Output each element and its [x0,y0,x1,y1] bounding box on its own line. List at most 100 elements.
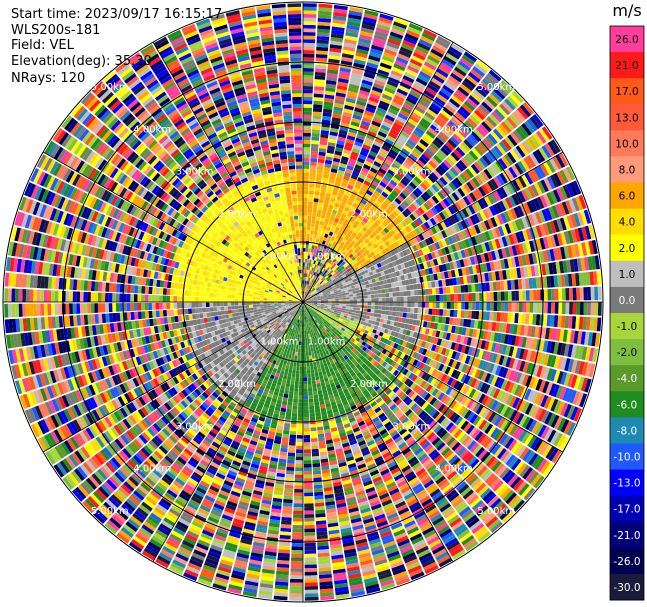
velocity-cell [312,212,317,217]
velocity-cell [399,286,404,292]
velocity-cell [345,297,350,300]
velocity-cell [367,253,373,259]
velocity-cell [441,58,455,69]
velocity-cell [308,395,314,400]
velocity-cell [498,123,510,136]
velocity-cell [481,184,490,195]
velocity-cell [558,302,563,314]
velocity-cell [326,267,330,272]
velocity-cell [463,51,478,63]
velocity-cell [361,257,367,263]
velocity-cell [345,215,352,221]
velocity-cell [324,90,335,96]
velocity-cell [306,230,311,234]
velocity-cell [348,253,354,259]
velocity-cell [493,87,506,100]
velocity-cell [384,240,391,247]
velocity-cell [328,273,333,278]
velocity-cell [348,243,354,249]
velocity-cell [358,154,367,161]
velocity-cell [454,111,466,122]
velocity-cell [365,284,370,289]
velocity-cell [349,80,361,87]
velocity-cell [462,170,472,181]
velocity-cell [353,144,362,151]
velocity-cell [359,150,368,157]
velocity-cell [504,291,509,301]
velocity-cell [367,186,375,193]
velocity-cell [378,238,385,245]
velocity-cell [395,56,409,65]
velocity-cell [402,162,411,170]
velocity-cell [337,274,343,279]
velocity-cell [340,265,345,271]
velocity-cell [352,307,357,311]
velocity-cell [325,215,331,220]
velocity-cell [418,156,428,165]
velocity-cell [448,75,461,86]
velocity-cell [303,417,310,421]
velocity-cell [346,246,351,251]
velocity-cell [342,111,353,118]
velocity-cell [389,128,400,137]
velocity-cell [366,103,377,110]
velocity-cell [330,252,335,257]
velocity-cell [324,241,329,246]
velocity-cell [468,71,481,83]
velocity-cell [345,261,351,266]
velocity-cell [507,291,512,301]
velocity-cell [505,168,515,181]
velocity-cell [314,227,319,232]
velocity-cell [409,58,423,68]
velocity-cell [306,366,311,371]
velocity-cell [343,108,354,114]
velocity-cell [292,532,303,536]
velocity-cell [309,255,313,260]
velocity-cell [341,118,351,125]
velocity-cell [336,266,341,271]
velocity-cell [294,488,303,493]
velocity-cell [313,488,323,493]
velocity-cell [408,61,421,71]
velocity-cell [316,169,324,174]
velocity-cell [387,169,396,177]
velocity-cell [393,234,400,241]
velocity-cell [464,120,476,131]
velocity-cell [304,295,306,299]
velocity-cell [315,64,327,70]
velocity-cell [365,157,375,164]
velocity-cell [410,132,421,142]
velocity-cell [316,249,320,254]
velocity-cell [338,129,348,135]
velocity-cell [324,280,329,284]
velocity-cell [414,302,419,308]
velocity-cell [445,196,454,206]
velocity-cell [399,46,413,55]
velocity-cell [370,290,375,295]
velocity-cell [306,362,310,367]
velocity-cell [597,286,602,301]
velocity-cell [342,221,348,227]
velocity-cell [333,4,348,11]
velocity-cell [475,188,484,199]
velocity-cell [361,226,368,233]
velocity-cell [333,217,340,223]
velocity-cell [431,288,436,295]
velocity-cell [307,373,311,378]
velocity-cell [590,286,595,301]
velocity-cell [423,165,433,174]
velocity-cell [367,130,377,138]
velocity-cell [309,259,312,264]
velocity-cell [384,208,392,215]
velocity-cell [332,187,340,193]
velocity-cell [314,268,318,273]
velocity-cell [315,286,319,290]
velocity-cell [364,214,371,221]
velocity-cell [356,245,362,252]
velocity-cell [504,136,515,149]
velocity-cell [393,21,408,30]
velocity-cell [385,292,390,298]
velocity-cell [455,63,469,74]
velocity-cell [370,224,377,231]
velocity-cell [345,304,350,307]
